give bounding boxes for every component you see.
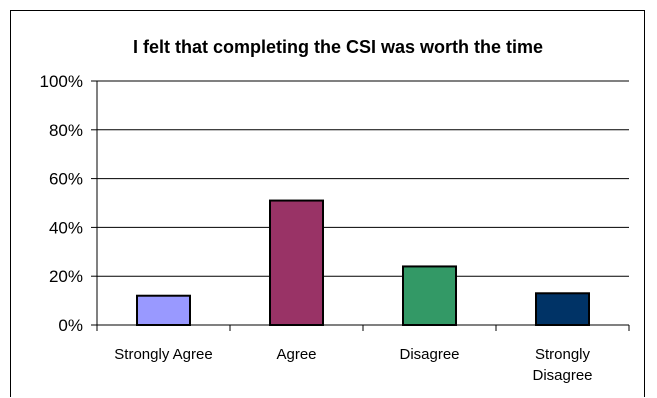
bar-disagree (402, 265, 457, 327)
x-category-label-line: Strongly Agree (114, 346, 212, 363)
x-category-label-line: Strongly (535, 346, 591, 363)
y-tick-label: 40% (49, 218, 83, 237)
x-category-label: Strongly Disagree (532, 346, 592, 384)
x-category-label-line: Disagree (532, 367, 592, 384)
y-tick-label: 60% (49, 170, 83, 189)
bars (136, 199, 590, 327)
chart-title: I felt that completing the CSI was worth… (133, 37, 543, 57)
y-axis-ticks: 0% 20% 40% 60% 80% 100% (40, 72, 97, 335)
y-tick-label: 20% (49, 267, 83, 286)
x-category-label-line: Disagree (399, 346, 459, 363)
bar-strongly-disagree (535, 292, 590, 326)
chart-frame: I felt that completing the CSI was worth… (10, 10, 645, 397)
y-tick-label: 80% (49, 121, 83, 140)
chart: I felt that completing the CSI was worth… (40, 37, 630, 384)
x-category-label-line: Agree (276, 346, 316, 363)
x-category-label: Agree (276, 346, 316, 363)
x-axis-labels: Strongly Agree Agree Disagree Strongly Disag… (114, 346, 592, 384)
gridlines (97, 80, 629, 277)
axes (96, 81, 630, 331)
y-tick-label: 100% (40, 72, 83, 91)
x-category-label: Strongly Agree (114, 346, 212, 363)
y-tick-label: 0% (58, 316, 83, 335)
bar-strongly-agree (136, 294, 191, 327)
x-category-label: Disagree (399, 346, 459, 363)
bar-agree (269, 199, 324, 326)
